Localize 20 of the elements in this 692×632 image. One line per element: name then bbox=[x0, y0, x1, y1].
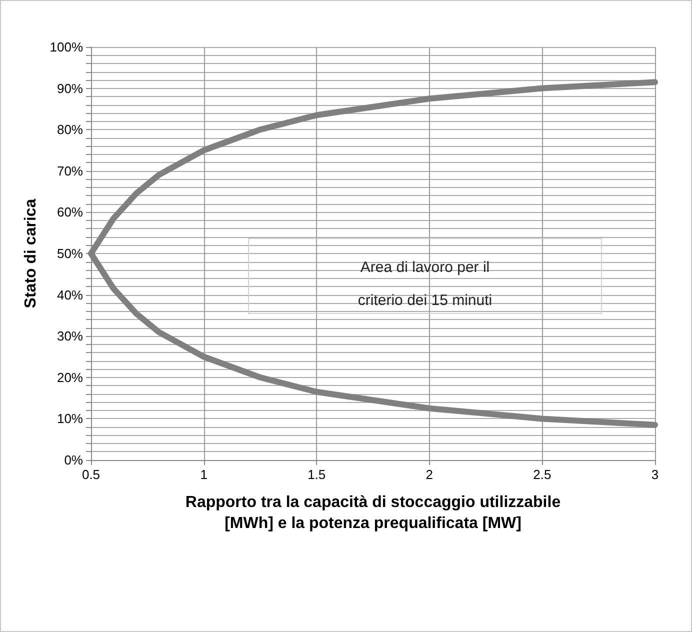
x-tick-label: 1.5 bbox=[308, 467, 326, 482]
x-tick-label: 3 bbox=[651, 467, 659, 482]
y-tick-label: 30% bbox=[56, 328, 84, 344]
y-tick-label: 50% bbox=[56, 246, 84, 261]
y-tick-label: 80% bbox=[56, 122, 84, 138]
y-tick-label: 40% bbox=[56, 287, 84, 302]
y-tick-label: 20% bbox=[56, 370, 84, 385]
y-tick-label: 90% bbox=[56, 80, 84, 96]
y-tick-label: 10% bbox=[56, 411, 84, 426]
x-axis-title: Rapporto tra la capacità di stoccaggio utilizzabile [MWh] e la potenza prequalificata [MW] bbox=[185, 494, 561, 532]
y-tick-label: 100% bbox=[50, 40, 84, 54]
x-tick-label: 2 bbox=[426, 467, 434, 482]
annotation: Area di lavoro per il criterio dei 15 minuti bbox=[358, 259, 492, 309]
y-tick-label: 0% bbox=[64, 452, 84, 468]
x-tick-label: 0.5 bbox=[82, 467, 100, 482]
y-tick-label: 60% bbox=[56, 204, 84, 220]
x-tick-label: 2.5 bbox=[533, 467, 552, 482]
y-axis-title: Stato di carica bbox=[22, 198, 40, 308]
y-tick-label: 70% bbox=[56, 163, 84, 178]
x-tick-label: 1 bbox=[200, 467, 208, 482]
